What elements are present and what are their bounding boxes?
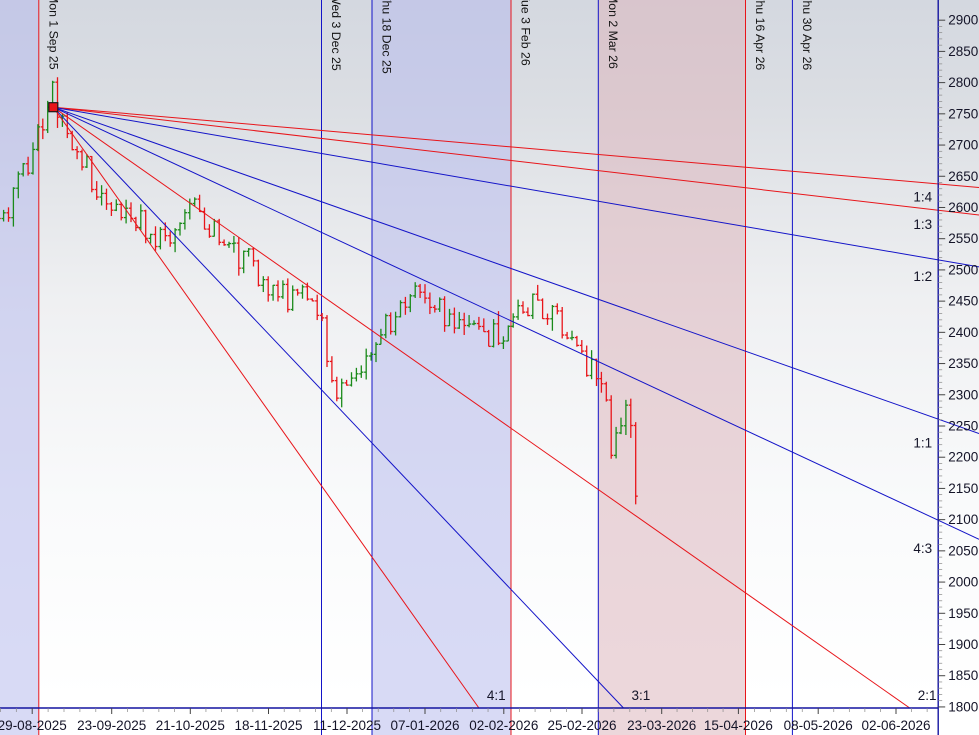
- svg-text:Mon 1 Sep 25: Mon 1 Sep 25: [46, 0, 60, 70]
- svg-text:07-01-2026: 07-01-2026: [390, 718, 459, 733]
- svg-text:4:1: 4:1: [487, 688, 506, 703]
- svg-text:2400.0: 2400.0: [948, 325, 979, 340]
- svg-text:02-02-2026: 02-02-2026: [469, 718, 538, 733]
- svg-text:2150.0: 2150.0: [948, 481, 979, 496]
- svg-text:2500.0: 2500.0: [948, 262, 979, 277]
- svg-text:1:2: 1:2: [913, 269, 932, 284]
- svg-text:Tue 3 Feb 26: Tue 3 Feb 26: [519, 0, 533, 66]
- svg-text:18-11-2025: 18-11-2025: [234, 718, 302, 733]
- svg-text:2000.0: 2000.0: [948, 575, 979, 590]
- svg-text:Mon 2 Mar 26: Mon 2 Mar 26: [606, 0, 620, 69]
- svg-text:2350.0: 2350.0: [948, 356, 979, 371]
- svg-text:21-10-2025: 21-10-2025: [156, 718, 225, 733]
- svg-text:Thu 30 Apr 26: Thu 30 Apr 26: [800, 0, 814, 70]
- svg-text:02-06-2026: 02-06-2026: [861, 718, 930, 733]
- svg-text:4:3: 4:3: [913, 541, 932, 556]
- svg-text:2100.0: 2100.0: [948, 512, 979, 527]
- svg-text:2250.0: 2250.0: [948, 418, 979, 433]
- svg-text:29-08-2025: 29-08-2025: [0, 718, 67, 733]
- svg-text:23-03-2026: 23-03-2026: [627, 718, 696, 733]
- svg-text:1:1: 1:1: [913, 435, 932, 450]
- svg-text:2750.0: 2750.0: [948, 106, 979, 121]
- svg-text:25-02-2026: 25-02-2026: [547, 718, 616, 733]
- svg-text:Thu 16 Apr 26: Thu 16 Apr 26: [753, 0, 767, 70]
- svg-text:11-12-2025: 11-12-2025: [313, 718, 381, 733]
- svg-text:15-04-2026: 15-04-2026: [704, 718, 773, 733]
- svg-text:2550.0: 2550.0: [948, 231, 979, 246]
- svg-text:2200.0: 2200.0: [948, 450, 979, 465]
- svg-text:08-05-2026: 08-05-2026: [784, 718, 853, 733]
- svg-text:1800.0: 1800.0: [948, 699, 979, 714]
- svg-text:2900.0: 2900.0: [948, 13, 979, 28]
- svg-text:2:1: 2:1: [918, 688, 937, 703]
- svg-text:2700.0: 2700.0: [948, 138, 979, 153]
- svg-text:2600.0: 2600.0: [948, 200, 979, 215]
- svg-text:2650.0: 2650.0: [948, 169, 979, 184]
- svg-text:2300.0: 2300.0: [948, 387, 979, 402]
- svg-text:2050.0: 2050.0: [948, 543, 979, 558]
- svg-text:1:4: 1:4: [913, 189, 932, 204]
- svg-text:2850.0: 2850.0: [948, 44, 979, 59]
- svg-text:2450.0: 2450.0: [948, 294, 979, 309]
- svg-text:3:1: 3:1: [632, 688, 651, 703]
- svg-text:Thu 18 Dec 25: Thu 18 Dec 25: [380, 0, 394, 74]
- svg-text:1950.0: 1950.0: [948, 606, 979, 621]
- svg-text:23-09-2025: 23-09-2025: [77, 718, 146, 733]
- svg-text:1:3: 1:3: [913, 217, 932, 232]
- svg-text:1900.0: 1900.0: [948, 637, 979, 652]
- svg-text:Wed 3 Dec 25: Wed 3 Dec 25: [329, 0, 343, 71]
- svg-text:2800.0: 2800.0: [948, 75, 979, 90]
- svg-text:1850.0: 1850.0: [948, 668, 979, 683]
